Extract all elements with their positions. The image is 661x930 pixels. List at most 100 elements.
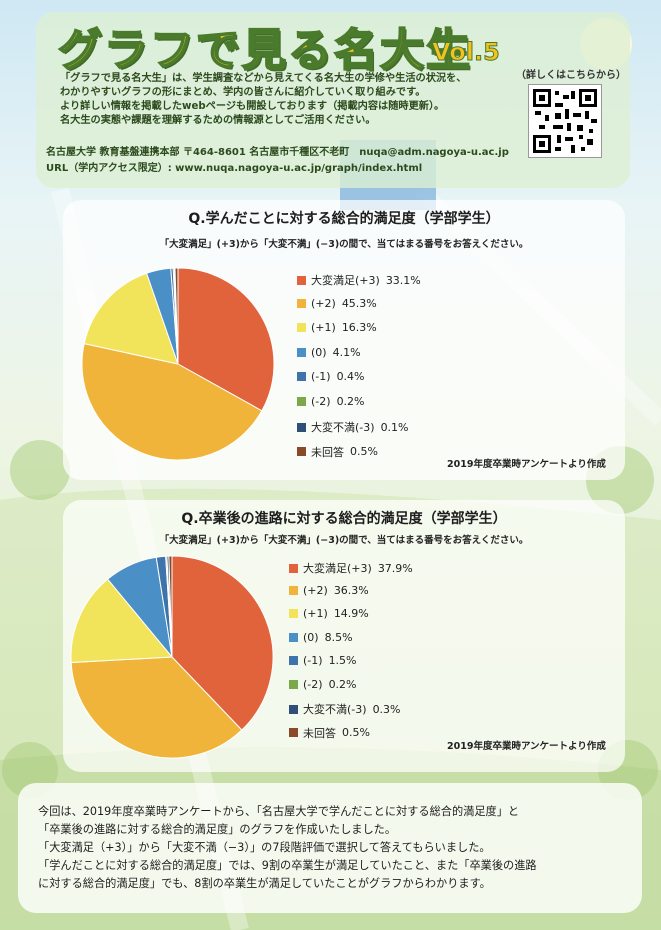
- legend-swatch: [297, 347, 306, 357]
- data-label: 16.3%: [341, 321, 377, 334]
- data-label: 0.5%: [342, 726, 370, 739]
- legend-swatch: [289, 679, 298, 689]
- legend-label: (+1): [303, 607, 328, 620]
- org-contact: 名古屋大学 教育基盤連携本部 〒464-8601 名古屋市千種区不老町 nuqa…: [46, 147, 509, 158]
- legend-label: 大変不満(-3): [303, 703, 367, 716]
- legend-swatch: [289, 728, 298, 737]
- legend-item: 大変不満(-3) 0.3%: [289, 701, 401, 717]
- intro-line-4: 名大生の実態や課題を理解するための情報源としてご活用ください。: [60, 115, 376, 126]
- legend-label: (-1): [311, 370, 331, 383]
- data-label: 0.3%: [372, 702, 401, 716]
- data-label: 33.1%: [385, 273, 421, 287]
- legend-swatch: [289, 609, 298, 618]
- pie-slice-1: [171, 555, 274, 731]
- legend-item: (0) 4.1%: [297, 346, 361, 359]
- legend-swatch: [297, 372, 306, 381]
- legend-label: (0): [311, 345, 327, 359]
- data-label: 0.4%: [336, 370, 365, 383]
- legend-label: 大変満足(+3): [311, 274, 380, 287]
- legend-label: 大変不満(-3): [311, 421, 375, 434]
- legend-item: (+2) 36.3%: [289, 584, 369, 597]
- intro-line-2: わかりやすいグラフの形にまとめ、学内の皆さんに紹介していく取り組みです。: [60, 87, 426, 98]
- legend-item: (-1) 1.5%: [289, 654, 357, 667]
- page-title: グラフで見る名大生: [57, 24, 472, 77]
- pie-slice-2: [81, 343, 263, 461]
- legend-label: (0): [303, 630, 319, 644]
- chart-subtitle: 「大変満足」(+3)から「大変不満」(−3)の間で、当てはまる番号をお答えくださ…: [159, 239, 529, 250]
- legend-item: (+1) 14.9%: [289, 607, 369, 620]
- legend-swatch: [297, 396, 306, 406]
- intro-line-3: より詳しい情報を掲載したwebページも開設しております（掲載内容は随時更新）。: [60, 101, 445, 112]
- qr-code-pattern: [533, 89, 597, 153]
- legend-label: (+1): [311, 321, 336, 334]
- data-label: 45.3%: [341, 296, 377, 310]
- summary-line-1: 今回は、2019年度卒業時アンケートから、「名古屋大学で学んだことに対する総合的…: [38, 805, 520, 818]
- legend-label: (-2): [311, 394, 331, 408]
- legend-swatch: [297, 275, 306, 285]
- pie-slice-1: [177, 267, 275, 412]
- data-label: 36.3%: [333, 583, 369, 597]
- legend-item: 大変不満(-3) 0.1%: [297, 419, 409, 435]
- pie-chart-2: [70, 555, 274, 759]
- pie-slice-8: [174, 267, 179, 365]
- chart-panel-1: Q.学んだことに対する総合的満足度（学部学生） 「大変満足」(+3)から「大変不…: [63, 200, 625, 480]
- data-label: 0.1%: [380, 420, 409, 434]
- legend-label: (+2): [303, 583, 328, 597]
- legend-swatch: [289, 704, 298, 714]
- data-label: 37.9%: [377, 561, 413, 575]
- legend-item: 大変満足(+3) 33.1%: [297, 272, 421, 288]
- summary-line-5: に対する総合的満足度」でも、8割の卒業生が満足していたことがグラフからわかります…: [38, 877, 491, 890]
- summary-line-4: 「学んだことに対する総合的満足度」では、9割の卒業生が満足していたこと、また「卒…: [38, 859, 537, 872]
- legend-swatch: [297, 422, 306, 432]
- data-label: 14.9%: [333, 607, 369, 620]
- legend-item: (-2) 0.2%: [297, 395, 365, 408]
- chart-source: 2019年度卒業時アンケートより作成: [447, 459, 606, 470]
- legend-label: (-2): [303, 677, 323, 691]
- legend-1: 大変満足(+3) 33.1% (+2) 45.3% (+1) 16.3% (0) 4.1% (-…: [297, 272, 497, 472]
- summary-line-2: 「卒業後の進路に対する総合的満足度」のグラフを作成いたしました。: [38, 823, 397, 836]
- qr-code-icon[interactable]: [528, 84, 602, 158]
- legend-swatch: [289, 563, 298, 573]
- legend-label: 大変満足(+3): [303, 562, 372, 575]
- pie-chart-1: [81, 267, 275, 461]
- data-label: 0.2%: [336, 394, 365, 408]
- legend-swatch: [297, 323, 306, 332]
- data-label: 4.1%: [332, 345, 361, 359]
- legend-label: (-1): [303, 654, 323, 667]
- chart-subtitle: 「大変満足」(+3)から「大変不満」(−3)の間で、当てはまる番号をお答えくださ…: [159, 535, 529, 546]
- legend-swatch: [289, 656, 298, 665]
- chart-title: Q.学んだことに対する総合的満足度（学部学生）: [188, 211, 500, 227]
- data-label: 1.5%: [328, 654, 357, 667]
- legend-label: 未回答: [311, 445, 344, 459]
- chart-panel-2: Q.卒業後の進路に対する総合的満足度（学部学生） 「大変満足」(+3)から「大変…: [63, 500, 625, 772]
- url-line[interactable]: URL（学内アクセス限定）: www.nuqa.nagoya-u.ac.jp/g…: [46, 163, 423, 174]
- legend-item: 未回答 0.5%: [297, 444, 378, 460]
- volume-label: Vol.5: [432, 38, 501, 67]
- legend-2: 大変満足(+3) 37.9% (+2) 36.3% (+1) 14.9% (0) 8.5% (-…: [289, 560, 489, 760]
- legend-item: (-2) 0.2%: [289, 678, 357, 691]
- legend-label: 未回答: [303, 726, 336, 740]
- legend-item: (+1) 16.3%: [297, 321, 377, 334]
- pie-slice-2: [70, 656, 243, 759]
- legend-swatch: [289, 585, 298, 595]
- intro-line-1: 「グラフで見る名大生」は、学生調査などから見えてくる名大生の学修や生活の状況を、: [60, 73, 467, 84]
- legend-item: (-1) 0.4%: [297, 370, 365, 383]
- legend-swatch: [289, 632, 298, 642]
- legend-item: (+2) 45.3%: [297, 297, 377, 310]
- summary-panel: 今回は、2019年度卒業時アンケートから、「名古屋大学で学んだことに対する総合的…: [18, 783, 642, 913]
- pie-slice-3: [70, 578, 174, 664]
- legend-item: 大変満足(+3) 37.9%: [289, 560, 413, 576]
- detail-note: （詳しくはこちらから）: [516, 70, 626, 81]
- legend-item: 未回答 0.5%: [289, 725, 370, 741]
- chart-title: Q.卒業後の進路に対する総合的満足度（学部学生）: [181, 511, 507, 527]
- legend-swatch: [297, 298, 306, 308]
- chart-source: 2019年度卒業時アンケートより作成: [447, 741, 606, 752]
- legend-label: (+2): [311, 296, 336, 310]
- data-label: 0.5%: [350, 445, 378, 458]
- legend-swatch: [297, 447, 306, 456]
- legend-item: (0) 8.5%: [289, 631, 353, 644]
- pie-slice-8: [168, 555, 173, 658]
- data-label: 8.5%: [324, 630, 353, 644]
- data-label: 0.2%: [328, 677, 357, 691]
- pie-slice-3: [83, 272, 179, 365]
